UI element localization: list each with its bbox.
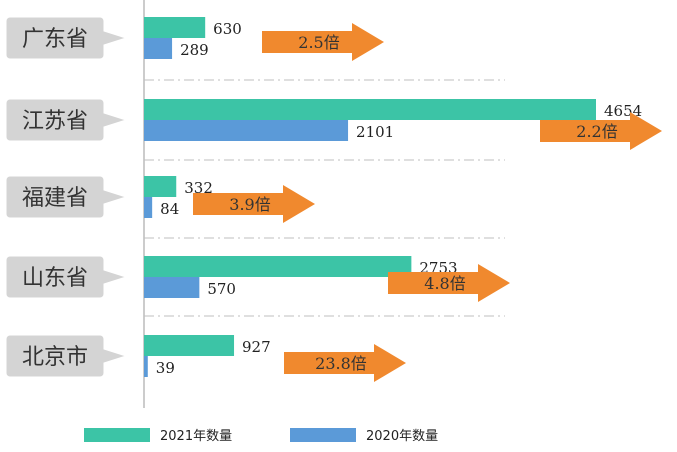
growth-arrow: 2.5倍 xyxy=(262,23,384,61)
bar-2020 xyxy=(144,120,349,141)
bar-2020-value: 2101 xyxy=(356,123,394,141)
bar-2021-value: 332 xyxy=(184,179,213,197)
province-label-box xyxy=(5,175,128,219)
category-label: 福建省 xyxy=(22,186,88,211)
growth-arrow-shape xyxy=(540,112,662,150)
bar-2020-value: 84 xyxy=(160,200,179,218)
growth-label: 4.8倍 xyxy=(424,274,465,293)
province-label-box xyxy=(5,255,128,299)
category-label: 江苏省 xyxy=(22,109,88,134)
legend-label: 2021年数量 xyxy=(160,429,232,444)
bar-2021-value: 630 xyxy=(213,20,242,38)
province-label: 北京市 xyxy=(5,334,128,378)
bar-2020-value: 39 xyxy=(156,359,175,377)
legend-swatch xyxy=(290,428,356,442)
province-label-box xyxy=(5,334,128,378)
province-label: 福建省 xyxy=(5,175,128,219)
bar-2021 xyxy=(144,256,412,277)
growth-label: 2.2倍 xyxy=(576,122,617,141)
bar-2020 xyxy=(144,197,153,218)
bar-2020 xyxy=(144,38,173,59)
growth-label: 2.5倍 xyxy=(298,33,339,52)
growth-arrow: 3.9倍 xyxy=(193,185,315,223)
legend-swatch xyxy=(84,428,150,442)
bar-2020 xyxy=(144,356,148,377)
province-label-box xyxy=(5,98,128,142)
bar-2021 xyxy=(144,99,596,120)
province-label: 山东省 xyxy=(5,255,128,299)
growth-arrow-shape xyxy=(388,264,510,302)
bar-2021-value: 927 xyxy=(242,338,271,356)
growth-arrow: 23.8倍 xyxy=(284,344,406,382)
bar-2021 xyxy=(144,17,206,38)
growth-arrow-shape xyxy=(193,185,315,223)
growth-label: 3.9倍 xyxy=(229,195,270,214)
growth-arrow-shape xyxy=(262,23,384,61)
category-label: 山东省 xyxy=(22,266,88,291)
province-label-box xyxy=(5,16,128,60)
bar-2020-value: 570 xyxy=(207,280,236,298)
growth-arrow: 2.2倍 xyxy=(540,112,662,150)
bar-2020-value: 289 xyxy=(180,41,209,59)
growth-label: 23.8倍 xyxy=(315,354,367,373)
province-label: 广东省 xyxy=(5,16,128,60)
category-label: 广东省 xyxy=(22,27,88,52)
bar-2020 xyxy=(144,277,200,298)
category-label: 北京市 xyxy=(22,345,88,370)
legend-label: 2020年数量 xyxy=(366,429,438,444)
growth-arrow: 4.8倍 xyxy=(388,264,510,302)
growth-arrow-shape xyxy=(284,344,406,382)
bar-2021 xyxy=(144,335,235,356)
province-label: 江苏省 xyxy=(5,98,128,142)
bar-2021 xyxy=(144,176,177,197)
